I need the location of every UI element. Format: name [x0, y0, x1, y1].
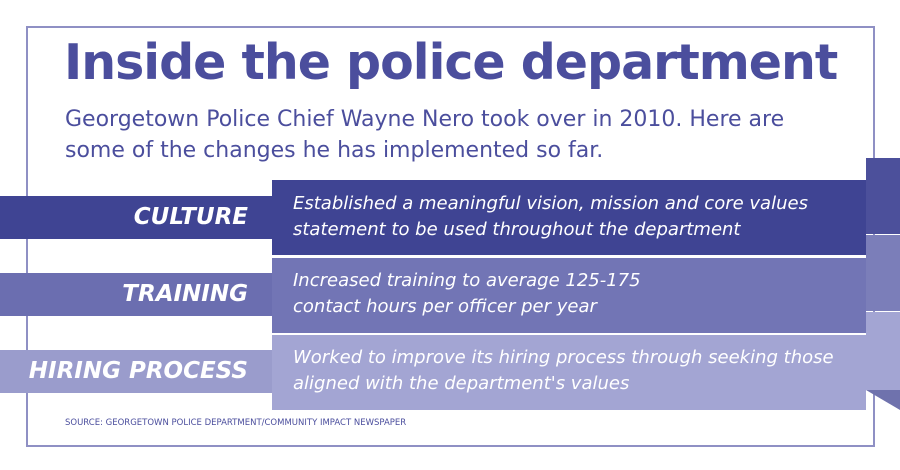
row-text: Increased training to average 125-175 co… [293, 270, 641, 317]
row-band [0, 273, 272, 316]
side-tab [866, 235, 900, 311]
row-text: Established a meaningful vision, mission… [293, 193, 808, 240]
row-box [272, 335, 866, 410]
row-text: Worked to improve its hiring process thr… [293, 347, 834, 394]
row-label: HIRING PROCESS [28, 358, 248, 384]
subtitle: Georgetown Police Chief Wayne Nero took … [65, 107, 785, 163]
row-box [272, 258, 866, 333]
row-band [0, 196, 272, 239]
side-tab [866, 158, 900, 234]
side-tab [866, 312, 900, 390]
row-band [0, 350, 272, 393]
source: SOURCE: GEORGETOWN POLICE DEPARTMENT/COM… [65, 418, 407, 428]
row-label: CULTURE [133, 204, 248, 230]
row-label: TRAINING [122, 281, 248, 307]
title: Inside the police department [64, 34, 838, 91]
row-box [272, 180, 866, 255]
fold [866, 390, 900, 410]
